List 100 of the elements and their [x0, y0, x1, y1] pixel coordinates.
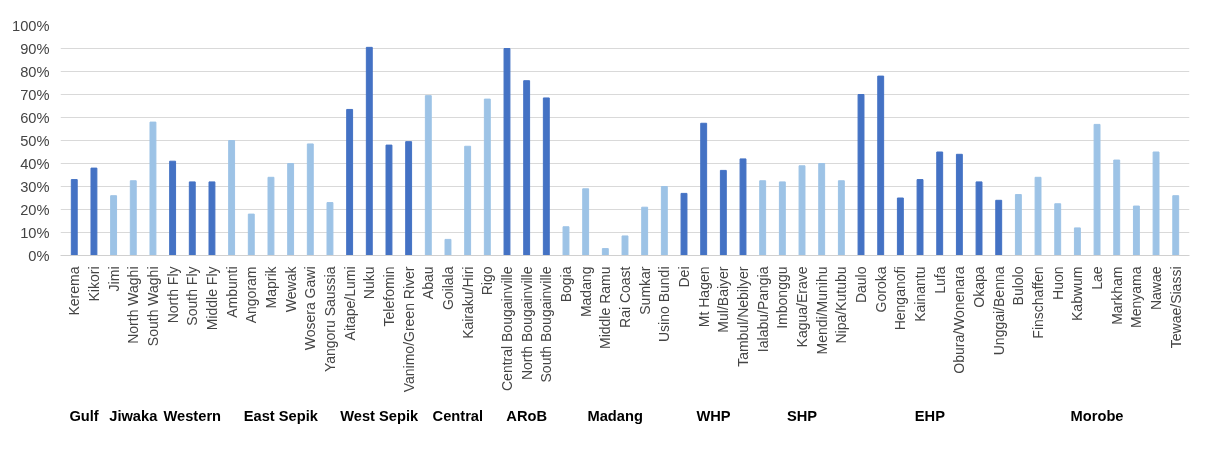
x-tick-label: Usino Bundi — [656, 266, 673, 342]
x-tick-label: Middle Ramu — [597, 266, 614, 349]
x-tick-label: Henganofi — [892, 266, 909, 331]
y-tick-label: 60% — [20, 109, 50, 126]
text: EHP — [914, 407, 946, 424]
text: Morobe — [1070, 407, 1124, 424]
x-tick-label: South Bougainville — [538, 266, 555, 383]
bar — [228, 140, 236, 256]
bar — [365, 46, 373, 256]
y-tick-label: 70% — [20, 86, 50, 103]
bar — [1034, 176, 1042, 256]
x-tick-label: Sumkar — [636, 266, 653, 315]
x-tick-label: Imbonggu — [774, 266, 791, 329]
bar — [483, 98, 491, 256]
x-tick-label: Markham — [1108, 266, 1125, 325]
x-tick-label: Kainantu — [912, 266, 929, 322]
y-tick-label: 100% — [12, 17, 50, 34]
x-tick-label: Okapa — [971, 266, 988, 308]
x-tick-label: Obura/Wonenara — [951, 266, 968, 374]
bar — [955, 153, 963, 256]
y-tick-label: 80% — [20, 63, 50, 80]
x-tick-label: Mendi/Munihu — [813, 266, 830, 355]
bar — [542, 97, 550, 256]
x-tick-label: Aitape/Lumi — [341, 266, 358, 341]
bar — [1054, 203, 1062, 256]
bar — [385, 144, 393, 256]
x-tick-label: Angoram — [243, 266, 260, 324]
x-tick-label: Tambul/Nebilyer — [735, 266, 752, 367]
bar — [759, 180, 767, 256]
bar — [444, 238, 452, 256]
x-tick-label: Kabwum — [1069, 266, 1086, 321]
x-tick-label: North Waghi — [125, 266, 142, 344]
bar — [660, 186, 668, 256]
bar — [601, 248, 609, 256]
x-tick-label: Lae — [1089, 266, 1106, 290]
bar — [680, 192, 688, 256]
x-tick-label: Kairaku/Hiri — [459, 266, 476, 339]
bar — [306, 143, 314, 256]
bar — [424, 95, 432, 256]
bar — [719, 169, 727, 256]
bar — [916, 179, 924, 256]
bar — [129, 180, 137, 256]
x-tick-label: Daulo — [853, 266, 870, 304]
text: Central — [432, 407, 484, 424]
x-tick-label: Kagua/Erave — [794, 266, 811, 348]
y-tick-label: 50% — [20, 132, 50, 149]
text: Madang — [587, 407, 643, 424]
x-tick-label: Abau — [420, 266, 437, 300]
text: SHP — [786, 407, 818, 424]
text: East Sepik — [243, 407, 319, 424]
bar — [778, 181, 786, 256]
bar — [975, 181, 983, 256]
x-tick-label: Nawae — [1148, 266, 1165, 311]
text: Gulf — [69, 407, 99, 424]
bar — [857, 94, 865, 256]
x-tick-label: Middle Fly — [203, 266, 220, 331]
text: WHP — [696, 407, 731, 424]
bar — [837, 180, 845, 256]
x-tick-label: Wosera Gawi — [302, 266, 319, 351]
x-tick-label: Mul/Baiyer — [715, 266, 732, 333]
y-tick-label: 90% — [20, 40, 50, 57]
x-tick-label: Ialabu/Pangia — [754, 266, 771, 353]
bar — [1093, 123, 1101, 256]
x-tick-label: Nuku — [361, 266, 378, 300]
x-tick-label: Ambunti — [223, 266, 240, 318]
x-tick-label: Rigo — [479, 266, 496, 296]
bar — [621, 235, 629, 256]
x-tick-label: Goilala — [439, 266, 456, 311]
x-tick-label: Bulolo — [1010, 266, 1027, 306]
bar — [208, 181, 216, 256]
bar — [247, 213, 255, 256]
y-tick-label: 20% — [20, 201, 50, 218]
x-tick-label: Nipa/Kutubu — [833, 266, 850, 344]
bar — [346, 108, 354, 256]
bar — [90, 167, 98, 256]
bar — [877, 75, 885, 256]
x-tick-label: Wewak — [282, 265, 299, 313]
bar — [1073, 227, 1081, 256]
bar — [1014, 194, 1022, 256]
bar — [523, 80, 531, 256]
x-tick-label: Dei — [676, 266, 693, 288]
y-tick-label: 40% — [20, 155, 50, 172]
bar — [739, 158, 747, 256]
x-tick-label: Bogia — [557, 266, 574, 303]
bar — [110, 195, 118, 256]
x-tick-label: Menyama — [1128, 266, 1145, 328]
text: Western — [163, 407, 222, 424]
x-tick-label: Jimi — [105, 266, 122, 292]
bar — [798, 165, 806, 256]
bar — [562, 226, 570, 256]
bar — [503, 48, 511, 256]
x-tick-label: Unggai/Benna — [990, 266, 1007, 356]
bar — [936, 151, 944, 256]
bar — [267, 176, 275, 256]
bar — [1132, 205, 1140, 256]
x-tick-label: Lufa — [931, 266, 948, 294]
x-tick-label: Central Bougainville — [498, 266, 515, 392]
bar — [1113, 159, 1121, 256]
bar — [1172, 195, 1180, 256]
x-tick-label: Madang — [577, 266, 594, 318]
